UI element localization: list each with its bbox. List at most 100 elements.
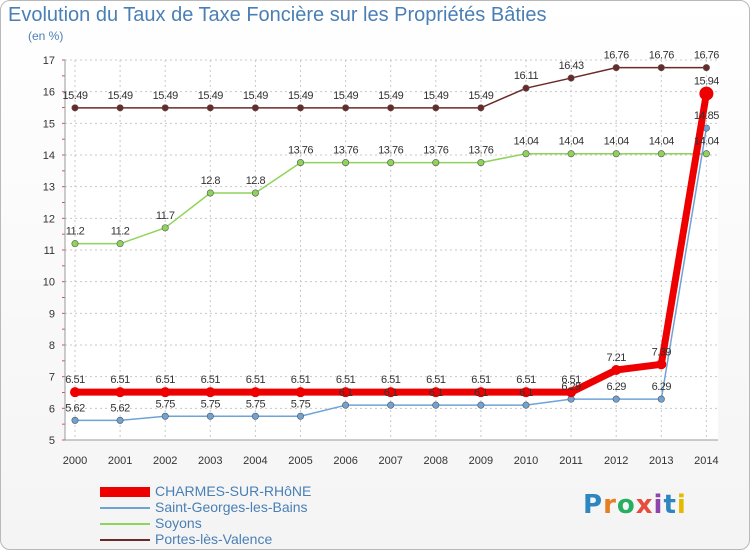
data-point	[702, 150, 710, 158]
data-label: 5.62	[110, 402, 130, 414]
data-label: 6.51	[65, 374, 85, 386]
data-point	[71, 240, 79, 248]
data-label: 5.75	[246, 398, 266, 410]
data-point	[612, 395, 620, 403]
x-tick-label: 2009	[469, 455, 493, 467]
data-label: 6.51	[471, 374, 491, 386]
data-point	[657, 395, 665, 403]
data-label: 6.1	[384, 387, 398, 399]
data-point	[656, 359, 667, 370]
logo-letter: r	[603, 490, 617, 520]
data-point	[71, 104, 79, 112]
data-point	[161, 104, 169, 112]
data-label: 13.76	[468, 145, 493, 157]
data-label: 6.29	[606, 381, 626, 393]
data-label: 6.51	[561, 374, 581, 386]
data-point	[160, 387, 171, 398]
data-point	[657, 150, 665, 158]
data-label: 15.49	[198, 90, 223, 102]
chart-subtitle: (en %)	[28, 29, 64, 43]
data-point	[387, 401, 395, 409]
data-point	[161, 412, 169, 420]
x-tick-label: 2004	[243, 455, 267, 467]
data-label: 6.1	[519, 387, 533, 399]
data-label: 5.75	[201, 398, 221, 410]
y-tick-label: 13	[43, 182, 55, 194]
data-point	[296, 104, 304, 112]
data-label: 14.04	[513, 136, 538, 148]
data-point	[206, 189, 214, 197]
data-point	[205, 387, 216, 398]
data-label: 14.04	[694, 136, 719, 148]
x-tick-label: 2006	[333, 455, 357, 467]
data-label: 15.49	[243, 90, 268, 102]
y-tick-label: 10	[43, 277, 55, 289]
data-point	[342, 159, 350, 167]
x-tick-label: 2010	[514, 455, 538, 467]
data-point	[432, 104, 440, 112]
data-point	[206, 104, 214, 112]
data-point	[612, 64, 620, 72]
data-point	[250, 387, 261, 398]
data-label: 12.8	[246, 175, 266, 187]
chart-title: Evolution du Taux de Taxe Foncière sur l…	[8, 4, 547, 26]
logo-letter: P	[583, 490, 604, 520]
data-label: 7.21	[606, 352, 626, 364]
logo-letter: i	[653, 490, 664, 520]
x-tick-label: 2014	[694, 455, 718, 467]
data-point	[385, 387, 396, 398]
data-label: 6.51	[201, 374, 221, 386]
data-point	[387, 159, 395, 167]
data-label: 16.11	[514, 70, 539, 82]
data-point	[116, 240, 124, 248]
data-label: 6.51	[291, 374, 311, 386]
data-point	[71, 416, 79, 424]
y-tick-label: 9	[49, 308, 55, 320]
data-point	[567, 150, 575, 158]
legend-swatch	[100, 523, 150, 525]
y-tick-label: 15	[43, 118, 55, 130]
data-label: 15.49	[468, 90, 493, 102]
data-point	[522, 150, 530, 158]
data-label: 16.76	[649, 50, 674, 62]
y-tick-label: 8	[49, 340, 55, 352]
data-point	[567, 74, 575, 82]
legend-label: Saint-Georges-les-Bains	[155, 499, 308, 515]
data-label: 11.2	[66, 226, 85, 238]
data-label: 6.51	[155, 374, 175, 386]
data-label: 15.49	[153, 90, 178, 102]
data-point	[657, 64, 665, 72]
data-point	[206, 412, 214, 420]
data-point	[430, 387, 441, 398]
data-label: 6.51	[516, 374, 536, 386]
data-label: 6.51	[426, 374, 446, 386]
x-tick-label: 2005	[288, 455, 312, 467]
data-label: 15.49	[288, 90, 313, 102]
data-label: 14.85	[694, 110, 719, 122]
data-point	[432, 159, 440, 167]
data-point	[702, 64, 710, 72]
data-point	[477, 104, 485, 112]
data-point	[295, 387, 306, 398]
y-tick-label: 5	[49, 435, 55, 447]
logo-letter: x	[635, 490, 654, 520]
data-label: 15.49	[333, 90, 358, 102]
y-tick-label: 12	[43, 213, 55, 225]
data-point	[116, 104, 124, 112]
x-tick-label: 2002	[153, 455, 177, 467]
data-label: 6.29	[652, 381, 672, 393]
data-point	[251, 189, 259, 197]
data-point	[340, 387, 351, 398]
legend-label: Soyons	[155, 515, 202, 531]
data-point	[477, 401, 485, 409]
legend-swatch	[100, 507, 150, 509]
data-point	[296, 412, 304, 420]
data-label: 6.1	[429, 387, 443, 399]
legend-swatch	[100, 539, 150, 541]
data-label: 13.76	[423, 145, 448, 157]
x-tick-label: 2000	[63, 455, 87, 467]
data-point	[566, 387, 577, 398]
data-label: 5.75	[291, 398, 311, 410]
data-label: 6.51	[381, 374, 401, 386]
